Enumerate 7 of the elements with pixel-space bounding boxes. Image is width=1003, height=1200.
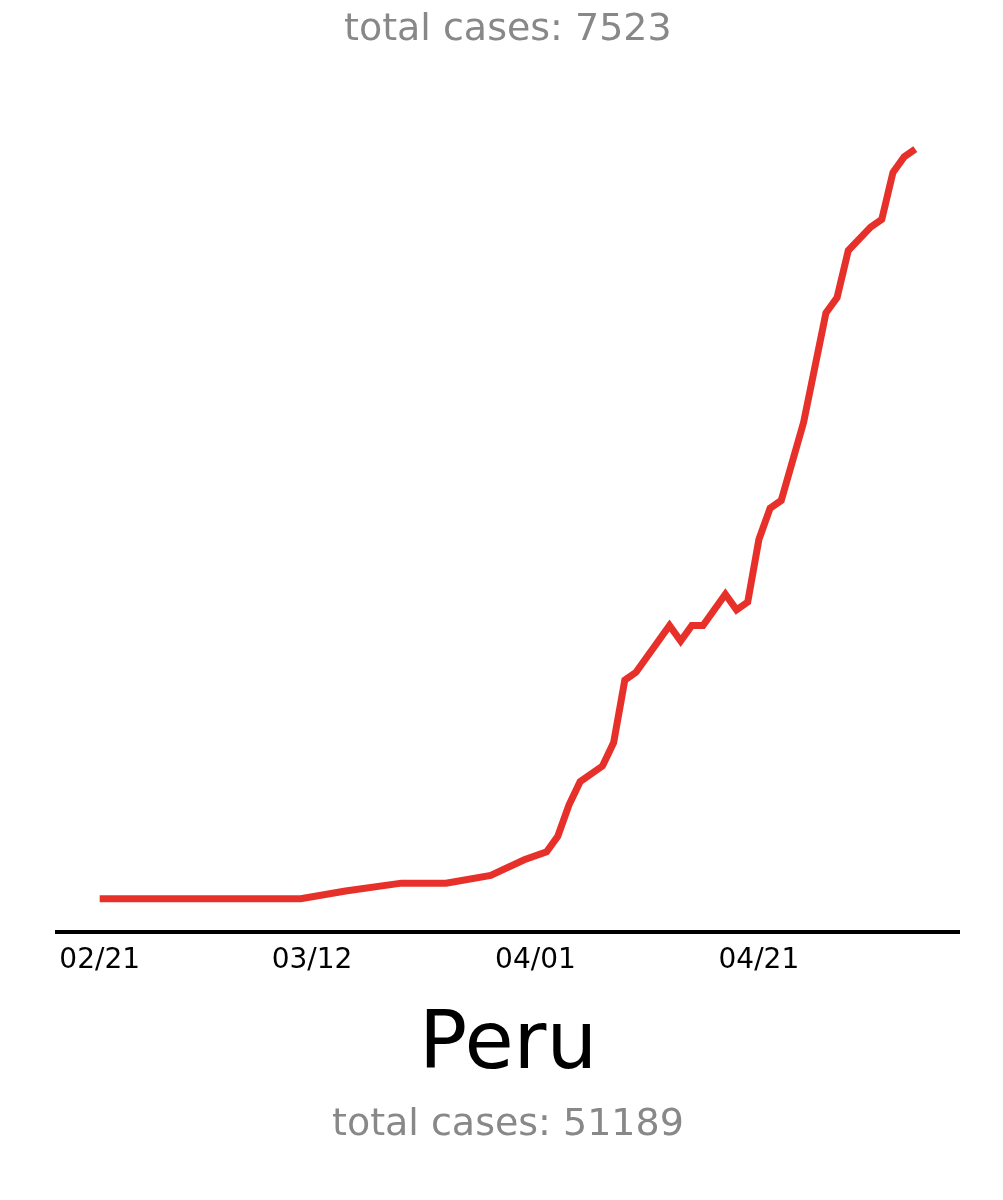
text: total cases: 51189 — [332, 1100, 684, 1144]
x-tick-label: 03/12 — [271, 941, 353, 975]
x-tick-label: 04/21 — [718, 941, 800, 975]
x-tick-label: 02/21 — [59, 941, 141, 975]
text: Peru — [419, 994, 598, 1087]
x-tick-label: 04/01 — [495, 941, 576, 975]
text: total cases: 7523 — [344, 5, 672, 49]
